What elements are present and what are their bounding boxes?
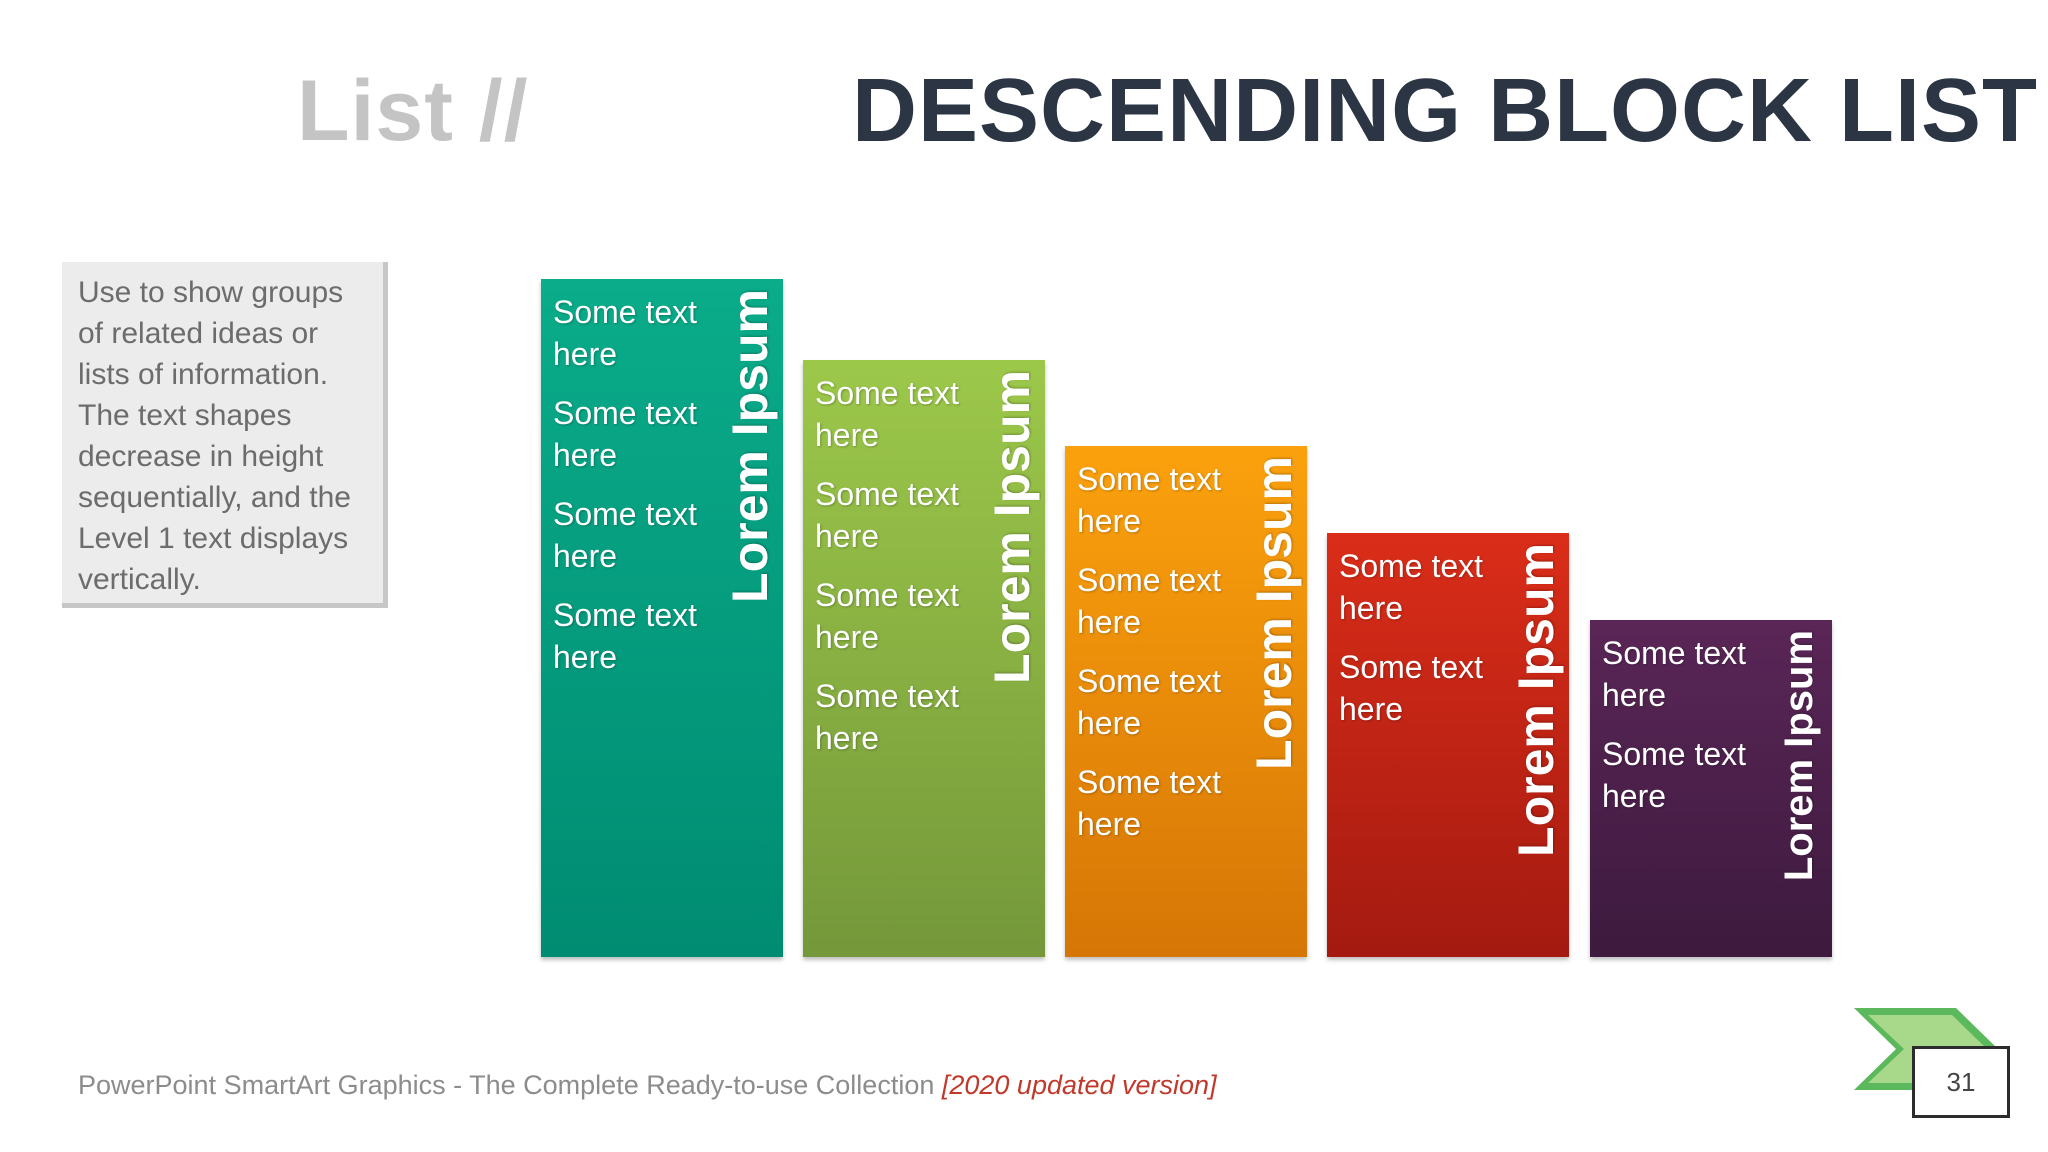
block-item: Some text here [553, 496, 698, 574]
block-5-items: Some text here Some text here [1602, 632, 1772, 834]
block-1-heading: Lorem Ipsum [722, 289, 778, 603]
block-3-items: Some text here Some text here Some text … [1077, 458, 1247, 862]
block-3-heading: Lorem Ipsum [1246, 456, 1302, 770]
block-item: Some text here [815, 577, 960, 655]
block-item: Some text here [1077, 663, 1222, 741]
block-item: Some text here [1339, 548, 1484, 626]
block-item: Some text here [1077, 461, 1222, 539]
block-3: Some text here Some text here Some text … [1065, 446, 1307, 957]
block-5-heading: Lorem Ipsum [1777, 630, 1821, 882]
block-2-heading: Lorem Ipsum [984, 370, 1040, 684]
footer-version: [2020 updated version] [941, 1070, 1217, 1100]
page-number: 31 [1912, 1046, 2010, 1118]
block-4-items: Some text here Some text here [1339, 545, 1509, 747]
block-item: Some text here [815, 678, 960, 756]
block-item: Some text here [1602, 736, 1747, 814]
footer-caption: PowerPoint SmartArt Graphics - The Compl… [78, 1070, 1217, 1101]
block-item: Some text here [815, 375, 960, 453]
block-item: Some text here [815, 476, 960, 554]
block-item: Some text here [1077, 764, 1222, 842]
block-2: Some text here Some text here Some text … [803, 360, 1045, 957]
block-1: Some text here Some text here Some text … [541, 279, 783, 957]
block-4-heading: Lorem Ipsum [1508, 543, 1564, 857]
block-5: Some text here Some text here Lorem Ipsu… [1590, 620, 1832, 957]
block-item: Some text here [1339, 649, 1484, 727]
block-item: Some text here [1077, 562, 1222, 640]
page-title: DESCENDING BLOCK LIST [852, 61, 2039, 161]
footer-text: PowerPoint SmartArt Graphics - The Compl… [78, 1070, 942, 1100]
block-item: Some text here [553, 597, 698, 675]
block-item: Some text here [553, 395, 698, 473]
section-label: List // [297, 63, 529, 159]
description-note: Use to show groups of related ideas or l… [62, 262, 388, 608]
block-item: Some text here [1602, 635, 1747, 713]
block-4: Some text here Some text here Lorem Ipsu… [1327, 533, 1569, 957]
block-1-items: Some text here Some text here Some text … [553, 291, 723, 695]
block-item: Some text here [553, 294, 698, 372]
block-2-items: Some text here Some text here Some text … [815, 372, 985, 776]
